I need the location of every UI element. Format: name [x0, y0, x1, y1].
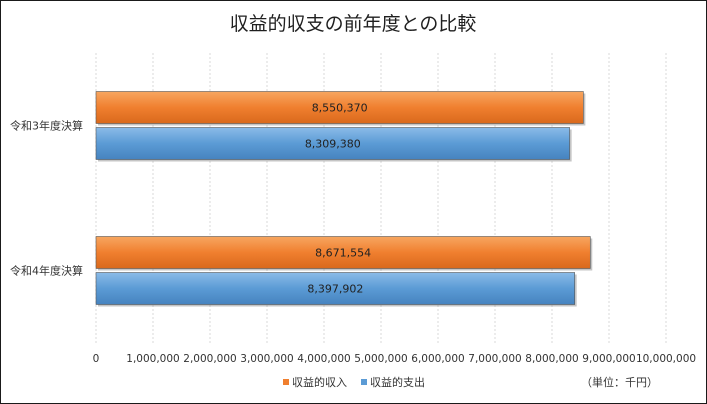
- x-tick-label: 4,000,000: [297, 353, 350, 365]
- tick-layer: 0 1,000,000 2,000,000 3,000,000 4,000,000 5,0…: [93, 353, 696, 365]
- x-tick-label: 8,000,000: [525, 353, 578, 365]
- category-label: 令和4年度決算: [10, 264, 83, 278]
- x-tick-label: 2,000,000: [183, 353, 236, 365]
- x-tick-label: 1,000,000: [126, 353, 179, 365]
- x-tick-label: 0: [93, 353, 100, 365]
- legend: 収益的収入 収益的支出: [283, 375, 425, 389]
- legend-label-income: 収益的収入: [292, 375, 347, 389]
- x-tick-label: 10,000,000: [636, 353, 696, 365]
- bar: [95, 127, 570, 160]
- x-tick-label: 9,000,000: [582, 353, 635, 365]
- x-tick-label: 6,000,000: [411, 353, 464, 365]
- data-label: 8,309,380: [305, 138, 361, 151]
- unit-note: （単位：千円）: [581, 375, 658, 389]
- data-label: 8,671,554: [315, 247, 371, 260]
- x-tick-label: 5,000,000: [354, 353, 407, 365]
- legend-swatch-expense: [361, 379, 367, 385]
- legend-label-expense: 収益的支出: [370, 375, 425, 389]
- x-tick-label: 3,000,000: [240, 353, 293, 365]
- label-layer: 8,550,370 8,309,380 8,671,554 8,397,902: [305, 102, 371, 296]
- bar-layer: [95, 91, 593, 307]
- bar: [95, 236, 591, 269]
- bar: [95, 91, 584, 124]
- data-label: 8,550,370: [312, 102, 368, 115]
- bar: [95, 272, 575, 305]
- category-label: 令和3年度決算: [10, 119, 83, 133]
- chart-title: 収益的収支の前年度との比較: [230, 13, 477, 35]
- legend-swatch-income: [283, 379, 289, 385]
- data-label: 8,397,902: [307, 283, 363, 296]
- x-tick-label: 7,000,000: [468, 353, 521, 365]
